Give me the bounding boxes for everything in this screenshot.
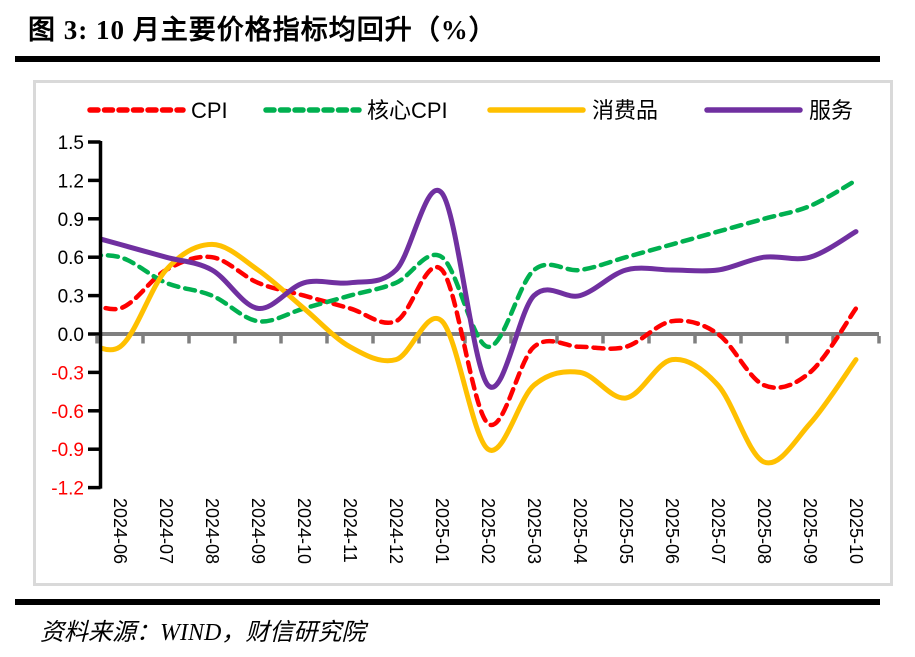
x-tick-label: 2024-10	[294, 498, 314, 564]
legend-label: 核心CPI	[367, 98, 448, 123]
series-line-消费品	[101, 241, 859, 466]
y-tick-label: 0.3	[58, 287, 84, 308]
x-tick-label: 2025-08	[754, 498, 774, 564]
y-tick-label: -1.2	[51, 479, 84, 500]
legend-label: CPI	[191, 98, 228, 123]
legend-item: CPI	[87, 98, 228, 123]
chart-title: 图 3: 10 月主要价格指标均回升（%）	[28, 15, 497, 45]
x-tick-label: 2025-06	[662, 498, 682, 564]
x-tick-label: 2024-12	[386, 498, 406, 564]
series-line-服务	[101, 187, 859, 390]
legend-item: 消费品	[487, 98, 658, 123]
legend-item: 核心CPI	[263, 98, 448, 123]
x-tick-label: 2025-09	[800, 498, 820, 564]
y-tick-label: -0.6	[51, 402, 84, 423]
series-line-CPI	[101, 254, 859, 428]
x-tick-label: 2024-07	[156, 498, 176, 564]
x-tick-label: 2025-07	[708, 498, 728, 564]
x-tick-label: 2024-08	[202, 498, 222, 564]
x-tick-label: 2025-04	[570, 498, 590, 564]
x-tick-label: 2025-03	[524, 498, 544, 564]
y-tick-label: 0.6	[58, 248, 84, 269]
y-tick-label: -0.9	[51, 440, 84, 461]
title-rule	[15, 56, 880, 62]
source-note: 资料来源：WIND，财信研究院	[40, 620, 366, 646]
x-tick-label: 2025-05	[616, 498, 636, 564]
x-tick-label: 2024-06	[110, 498, 130, 564]
x-tick-label: 2025-01	[432, 498, 452, 564]
footer-rule	[15, 599, 880, 605]
y-tick-label: 1.2	[58, 171, 84, 192]
y-tick-label: 1.5	[58, 133, 84, 154]
x-tick-label: 2025-10	[846, 498, 866, 564]
x-tick-label: 2024-11	[340, 498, 360, 563]
y-tick-label: 0.0	[58, 325, 84, 346]
legend-label: 消费品	[592, 98, 658, 123]
legend-label: 服务	[809, 98, 853, 123]
x-tick-label: 2025-02	[478, 498, 498, 564]
legend-item: 服务	[704, 98, 853, 123]
y-tick-label: -0.3	[51, 363, 84, 384]
x-tick-label: 2024-09	[248, 498, 268, 564]
y-tick-label: 0.9	[58, 210, 84, 231]
